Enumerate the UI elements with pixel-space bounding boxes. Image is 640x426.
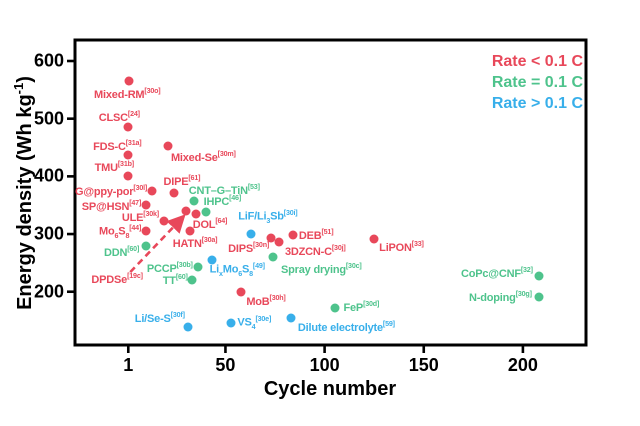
data-point (330, 303, 339, 313)
data-point (187, 275, 197, 285)
data-point (193, 262, 203, 272)
point-label: CLSC[24] (98, 110, 140, 125)
data-point (266, 233, 276, 242)
point-label: TMU[31b] (94, 160, 134, 175)
point-label: G@ppy-por[30l] (74, 184, 148, 199)
data-point (534, 292, 544, 302)
data-point (369, 234, 379, 244)
point-label: LiPON[33] (379, 240, 424, 255)
data-point (201, 207, 211, 217)
x-tick-label: 50 (215, 355, 236, 375)
y-tick-label: 600 (33, 50, 64, 71)
y-tick-label: 200 (33, 281, 64, 302)
point-label: ULE[30k] (121, 210, 159, 225)
legend: Rate < 0.1 C Rate = 0.1 C Rate > 0.1 C (492, 51, 583, 114)
data-point (189, 196, 199, 206)
data-point (141, 241, 151, 251)
data-point (226, 318, 236, 328)
data-point (123, 122, 133, 132)
y-tick-label: 500 (33, 108, 64, 129)
point-label: DEB[51] (298, 228, 334, 243)
point-label: DPDSe[19c] (91, 272, 143, 286)
point-label: IHPC[46] (203, 194, 242, 208)
point-label: FeP[30d] (343, 300, 380, 315)
point-label: LiF/Li3Sb[30i] (238, 209, 298, 225)
data-point (123, 171, 133, 181)
point-label: SP@HSN[47] (81, 199, 142, 214)
point-label: N-doping[30g] (469, 290, 532, 305)
x-axis-title: Cycle number (263, 378, 397, 400)
x-tick-label: 200 (507, 355, 538, 375)
data-point (288, 230, 298, 240)
data-point (159, 216, 169, 226)
data-point (191, 209, 201, 219)
data-point (147, 186, 157, 196)
y-tick-label: 300 (33, 223, 64, 244)
point-label: TT[60] (162, 273, 188, 287)
data-point (185, 226, 195, 236)
legend-item-rate-lt: Rate < 0.1 C (491, 53, 583, 70)
point-label: VS4[30e] (237, 315, 272, 332)
point-label: DOL[64] (192, 217, 228, 232)
data-point (236, 287, 246, 297)
y-tick-label: 400 (33, 165, 64, 186)
legend-item-rate-gt: Rate > 0.1 C (491, 95, 583, 112)
data-point (141, 200, 151, 210)
data-point (207, 255, 217, 265)
data-point (163, 141, 173, 151)
data-point (183, 322, 193, 332)
point-label: Li/Se-S[30f] (134, 311, 185, 326)
point-label: CNT–G–TiN[53] (188, 183, 260, 197)
point-label: PCCP[30b] (146, 261, 193, 276)
point-label: MoB[30h] (246, 293, 286, 308)
point-label: LixMo6S8[49] (209, 262, 265, 278)
point-label: Dilute electrolyte[59] (297, 320, 395, 335)
point-label: FDS-C[31a] (93, 139, 142, 153)
data-point (268, 252, 278, 262)
trend-arrow (129, 214, 186, 274)
point-label: Spray drying[30c] (281, 262, 362, 276)
data-point (246, 229, 256, 239)
data-point (286, 313, 296, 323)
point-label: Mixed-Se[30m] (170, 150, 236, 165)
x-tick-label: 1 (123, 355, 134, 375)
point-label: HATN[30a] (172, 236, 218, 250)
point-label: DIPS[30n] (228, 240, 270, 255)
point-label: Mixed-RM[30o] (94, 87, 161, 102)
plot-frame (73, 38, 588, 347)
point-label: CoPc@CNF[32] (460, 266, 533, 280)
data-point (534, 271, 544, 281)
x-tick-label: 150 (408, 355, 439, 375)
data-point (141, 226, 151, 236)
data-point (124, 76, 134, 86)
data-point (181, 206, 191, 216)
x-tick-label: 100 (309, 355, 340, 375)
point-label: Mo6S8[44] (99, 224, 142, 241)
point-label: DIPE[61] (163, 174, 201, 188)
data-point (274, 237, 284, 247)
point-label: 3DZCN-C[30j] (284, 244, 346, 258)
data-point (123, 150, 133, 160)
point-label: DDN[60] (103, 245, 140, 259)
data-point (169, 188, 179, 198)
legend-item-rate-eq: Rate = 0.1 C (491, 74, 583, 91)
